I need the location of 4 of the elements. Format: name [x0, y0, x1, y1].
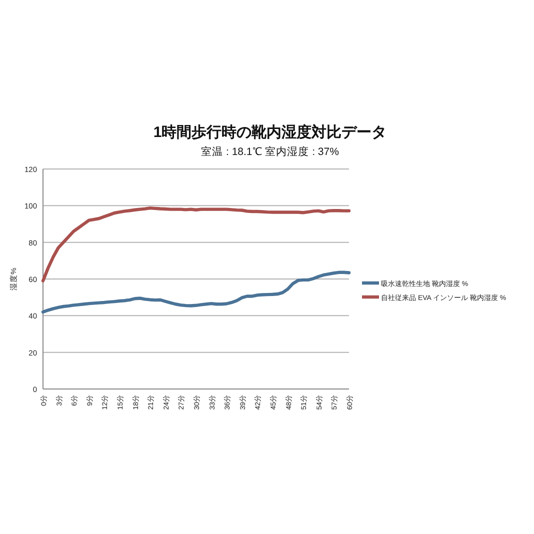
chart-title: 1時間歩行時の靴内湿度対比データ	[153, 123, 387, 141]
chart-subtitle: 室温 : 18.1℃ 室内湿度 : 37%	[201, 145, 339, 158]
line-series	[41, 270, 351, 314]
line-series	[41, 206, 351, 282]
